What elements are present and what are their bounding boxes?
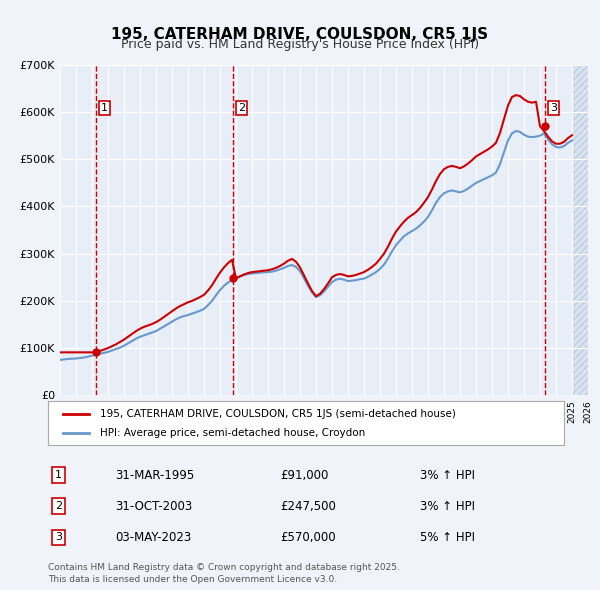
Text: 1: 1 bbox=[55, 470, 62, 480]
Text: 3% ↑ HPI: 3% ↑ HPI bbox=[419, 468, 475, 481]
Text: 3: 3 bbox=[550, 103, 557, 113]
Bar bbox=[572, 65, 588, 395]
Text: 31-MAR-1995: 31-MAR-1995 bbox=[115, 468, 194, 481]
Bar bbox=[572, 65, 588, 395]
Text: 2: 2 bbox=[238, 103, 245, 113]
Text: HPI: Average price, semi-detached house, Croydon: HPI: Average price, semi-detached house,… bbox=[100, 428, 365, 438]
Text: Contains HM Land Registry data © Crown copyright and database right 2025.
This d: Contains HM Land Registry data © Crown c… bbox=[48, 563, 400, 584]
Text: 195, CATERHAM DRIVE, COULSDON, CR5 1JS: 195, CATERHAM DRIVE, COULSDON, CR5 1JS bbox=[112, 27, 488, 41]
Text: 03-MAY-2023: 03-MAY-2023 bbox=[115, 531, 191, 544]
Text: 5% ↑ HPI: 5% ↑ HPI bbox=[419, 531, 475, 544]
Text: Price paid vs. HM Land Registry's House Price Index (HPI): Price paid vs. HM Land Registry's House … bbox=[121, 38, 479, 51]
Text: 31-OCT-2003: 31-OCT-2003 bbox=[115, 500, 193, 513]
Text: 195, CATERHAM DRIVE, COULSDON, CR5 1JS (semi-detached house): 195, CATERHAM DRIVE, COULSDON, CR5 1JS (… bbox=[100, 409, 455, 418]
Text: 1: 1 bbox=[101, 103, 108, 113]
Text: £570,000: £570,000 bbox=[280, 531, 336, 544]
Text: 3: 3 bbox=[55, 532, 62, 542]
Text: 2: 2 bbox=[55, 502, 62, 511]
Text: £91,000: £91,000 bbox=[280, 468, 329, 481]
Text: £247,500: £247,500 bbox=[280, 500, 336, 513]
Text: 3% ↑ HPI: 3% ↑ HPI bbox=[419, 500, 475, 513]
